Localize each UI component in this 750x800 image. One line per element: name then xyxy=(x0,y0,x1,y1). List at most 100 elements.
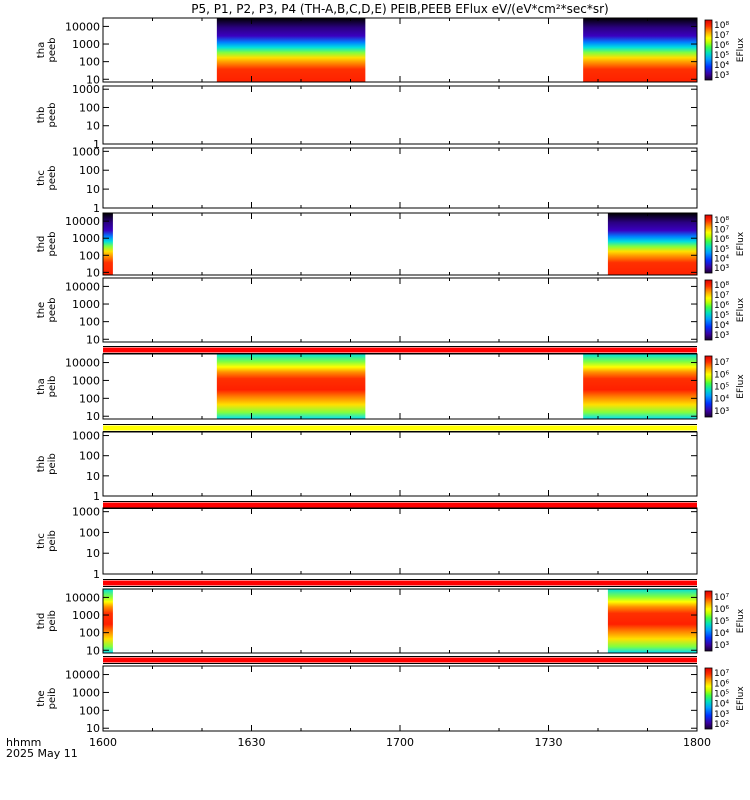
colorbar-label: EFlux xyxy=(736,608,746,633)
y-label-probe: thd xyxy=(36,236,47,253)
y-tick-label: 10 xyxy=(86,644,100,657)
y-label-species: peib xyxy=(47,610,58,632)
y-tick-label: 100 xyxy=(79,627,100,640)
colorbar-tick-label: 10⁸ xyxy=(714,21,729,31)
y-axis-label: thd peib xyxy=(36,610,58,632)
colorbar-tick-label: 10⁷ xyxy=(714,31,729,41)
colorbar-label-group: EFlux xyxy=(736,608,746,633)
x-axis: 1600 1630 1700 1730 1800 xyxy=(89,736,711,749)
y-label-probe: thc xyxy=(36,170,47,186)
colorbar xyxy=(704,279,713,341)
panel-thd-peib: 10 100 1000 10000 thd peib 10³ 10⁴ 10⁵ 10⁶ 10⁷ EFlu… xyxy=(36,588,746,657)
y-axis-label: tha peeb xyxy=(36,38,58,63)
y-tick-label: 10 xyxy=(86,470,100,483)
y-tick-label: 10000 xyxy=(65,20,100,33)
y-tick-label: 10 xyxy=(86,547,100,560)
colorbar-tick-label: 10⁵ xyxy=(714,245,729,255)
y-tick-label: 1 xyxy=(93,202,100,215)
colorbar-tick-label: 10⁶ xyxy=(714,370,729,380)
x-corner-label-hhmm: hhmm xyxy=(6,736,41,749)
y-tick-label: 1000 xyxy=(72,430,100,443)
y-label-species: peeb xyxy=(47,103,58,128)
y-label-species: peeb xyxy=(47,298,58,323)
colorbar-tick-label: 10³ xyxy=(714,407,729,417)
y-tick-label: 1000 xyxy=(72,298,100,311)
y-tick-label: 10000 xyxy=(65,669,100,682)
y-tick-label: 10 xyxy=(86,410,100,423)
y-label-probe: the xyxy=(36,302,47,318)
panel-frame xyxy=(102,147,698,209)
y-tick-label: 10000 xyxy=(65,357,100,370)
x-tick-label: 1730 xyxy=(535,736,563,749)
y-tick-label: 1000 xyxy=(72,38,100,51)
colorbar-tick-label: 10⁷ xyxy=(714,358,729,368)
panel-frame xyxy=(102,665,698,732)
panel-tha-peib: 10 100 1000 10000 tha peib 10³ 10⁴ 10⁵ 10⁶ 10⁷ EFlu… xyxy=(36,353,746,423)
y-label-species: peeb xyxy=(47,38,58,63)
x-tick-label: 1600 xyxy=(89,736,117,749)
y-tick-label: 100 xyxy=(79,526,100,539)
y-axis-label: the peib xyxy=(36,688,58,710)
colorbar-tick-label: 10⁴ xyxy=(714,700,729,710)
colorbar-tick-label: 10⁴ xyxy=(714,629,729,639)
colorbar-tick-label: 10⁵ xyxy=(714,689,729,699)
colorbar-tick-label: 10⁶ xyxy=(714,679,729,689)
y-label-species: peib xyxy=(47,453,58,475)
spectrogram-block xyxy=(103,589,113,653)
y-tick-label: 10 xyxy=(86,73,100,86)
chart-title: P5, P1, P2, P3, P4 (TH-A,B,C,D,E) PEIB,P… xyxy=(191,2,608,16)
colorbar-tick-label: 10³ xyxy=(714,71,729,81)
colorbar-label: EFlux xyxy=(736,231,746,256)
y-tick-label: 100 xyxy=(79,450,100,463)
spectrogram-block xyxy=(583,18,697,82)
colorbar-label: EFlux xyxy=(736,686,746,711)
y-axis-label: the peeb xyxy=(36,298,58,323)
y-tick-label: 1000 xyxy=(72,686,100,699)
colorbar xyxy=(704,214,713,274)
y-label-species: peib xyxy=(47,688,58,710)
panel-frame xyxy=(102,277,698,343)
y-tick-label: 10000 xyxy=(65,280,100,293)
colorbar-tick-label: 10⁴ xyxy=(714,395,729,405)
y-axis-label: tha peib xyxy=(36,376,58,398)
colorbar-label: EFlux xyxy=(736,374,746,399)
colorbar-tick-label: 10⁵ xyxy=(714,617,729,627)
colorbar-tick-label: 10⁶ xyxy=(714,301,729,311)
panel-thc-peib: 1 10 100 1000 thc peib xyxy=(36,506,698,581)
panel-frame xyxy=(102,85,698,145)
y-label-species: peib xyxy=(47,376,58,398)
colorbar-tick-label: 10³ xyxy=(714,264,729,274)
panel-thb-peib: 1 10 100 1000 thb peib xyxy=(36,430,698,503)
colorbar xyxy=(704,355,713,418)
colorbar-tick-label: 10⁶ xyxy=(714,605,729,615)
separator-band xyxy=(103,657,697,663)
y-tick-label: 10000 xyxy=(65,215,100,228)
colorbar-label: EFlux xyxy=(736,297,746,322)
spectrogram-block xyxy=(607,213,697,275)
y-tick-label: 1 xyxy=(93,138,100,151)
y-tick-label: 1000 xyxy=(72,145,100,158)
panel-thb-peeb: 1 10 100 1000 thb peeb xyxy=(36,83,698,151)
spectrogram-block xyxy=(216,18,366,82)
panel-frame xyxy=(102,507,698,575)
x-corner-label-date: 2025 May 11 xyxy=(6,747,78,760)
y-tick-label: 100 xyxy=(79,316,100,329)
y-tick-label: 100 xyxy=(79,704,100,717)
x-tick-label: 1800 xyxy=(683,736,711,749)
colorbar-label: EFlux xyxy=(736,37,746,62)
spectrogram-block xyxy=(103,213,113,275)
colorbar-tick-label: 10⁵ xyxy=(714,383,729,393)
colorbar-tick-label: 10⁸ xyxy=(714,281,729,291)
spectrogram-block xyxy=(607,589,697,653)
x-tick-label: 1700 xyxy=(386,736,414,749)
colorbar-tick-label: 10⁴ xyxy=(714,255,729,265)
colorbar xyxy=(704,590,713,652)
colorbar-label-group: EFlux xyxy=(736,374,746,399)
y-tick-label: 1000 xyxy=(72,506,100,519)
y-tick-label: 1000 xyxy=(72,232,100,245)
y-axis-label: thb peib xyxy=(36,453,58,475)
colorbar-tick-label: 10² xyxy=(714,720,729,730)
